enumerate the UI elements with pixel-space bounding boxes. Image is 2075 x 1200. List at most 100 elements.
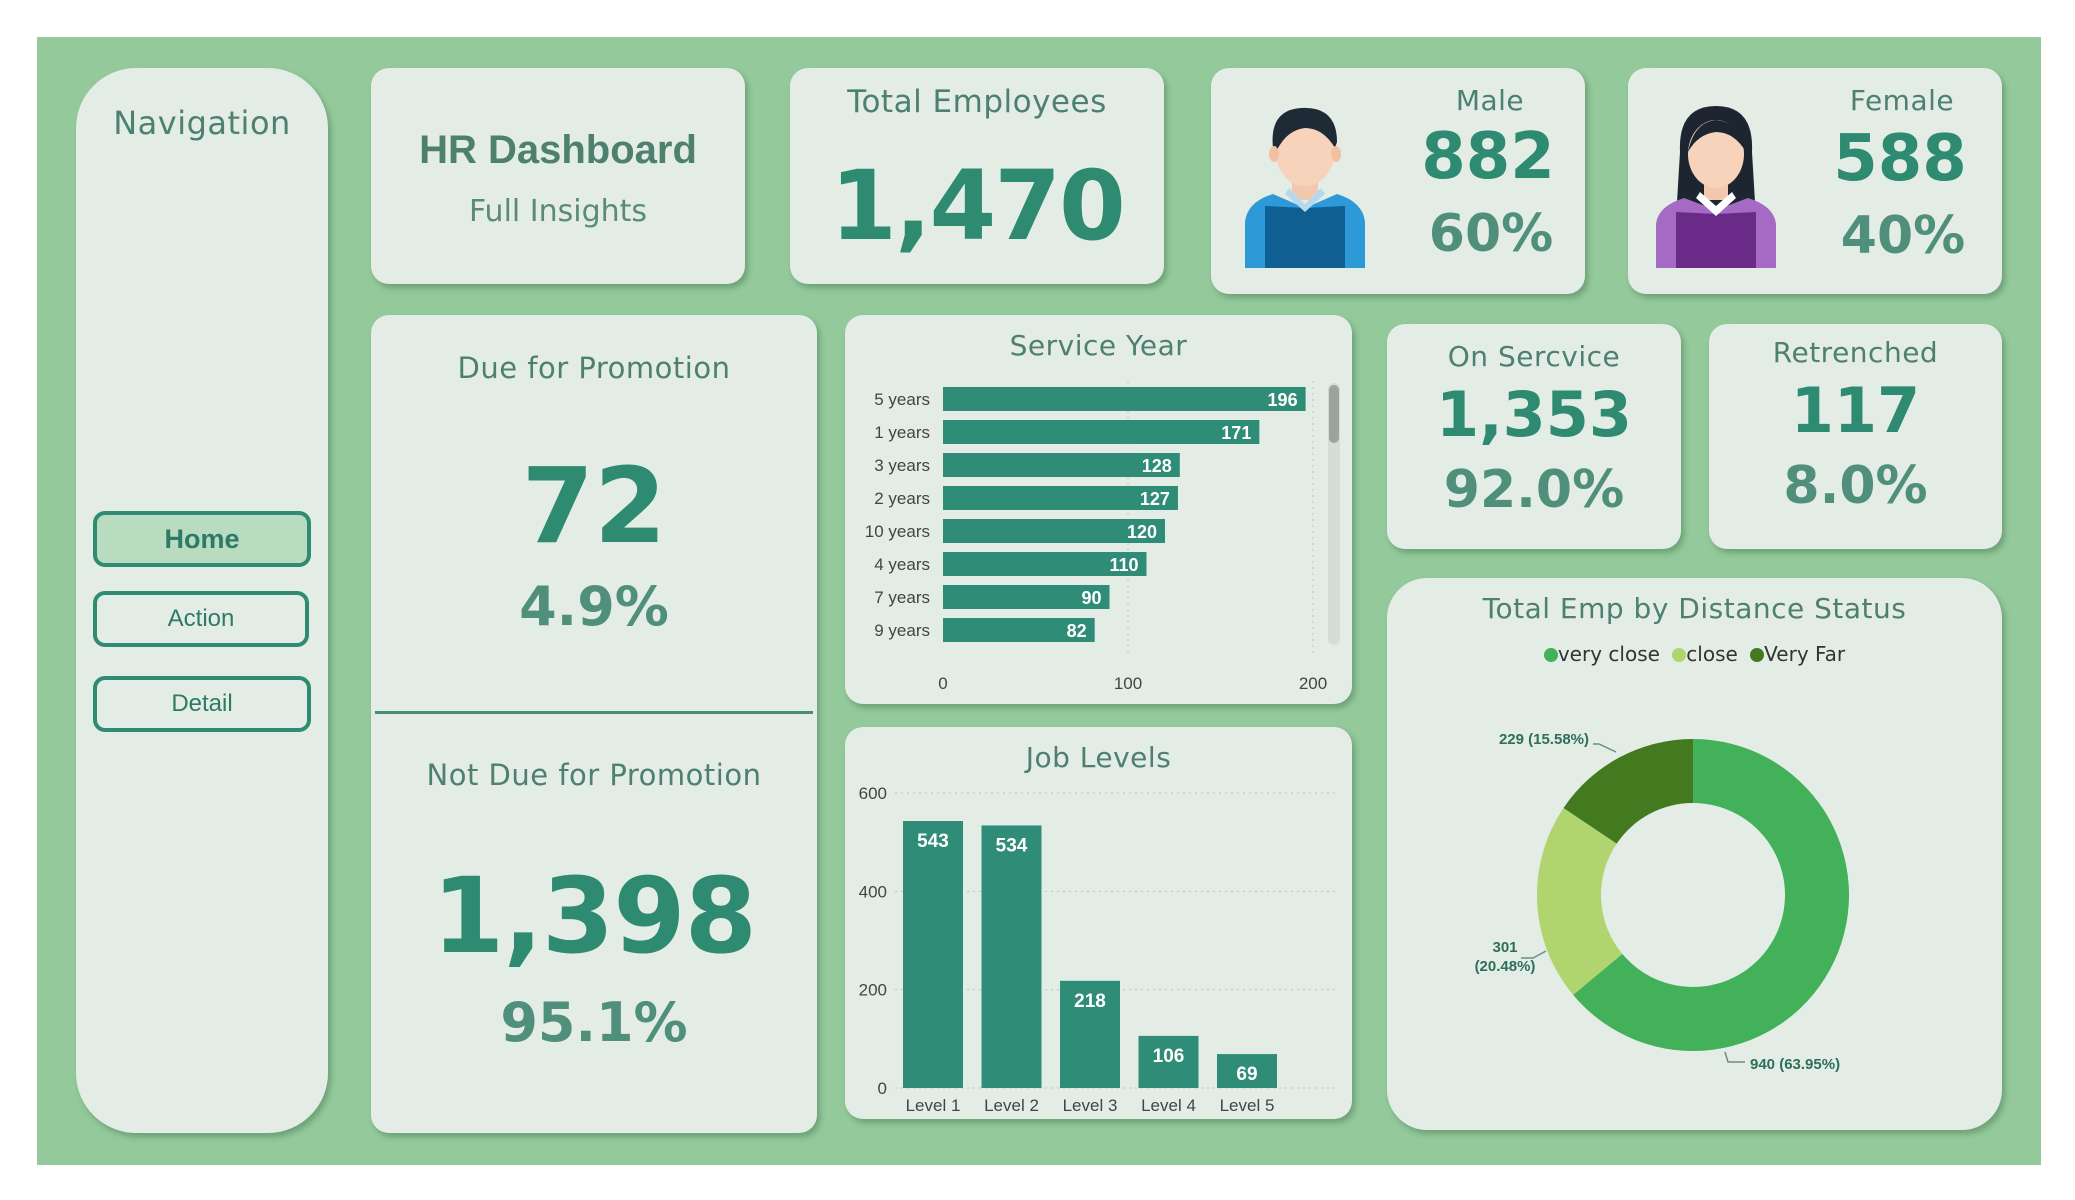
leader-line — [1521, 950, 1547, 959]
legend-very-far[interactable]: Very Far — [1750, 642, 1845, 666]
leader-line — [1724, 1051, 1745, 1063]
data-label: 940 (63.95%) — [1750, 1056, 1840, 1073]
data-label: 196 — [1268, 390, 1298, 410]
category-label: 10 years — [865, 522, 930, 541]
bar — [1217, 1054, 1277, 1088]
distance-donut-chart: 940 (63.95%) 301 (20.48%) 229 (15.58%) — [1475, 731, 1849, 1073]
category-label: 3 years — [874, 456, 930, 475]
female-avatar-icon — [1656, 106, 1776, 268]
data-label: 69 — [1236, 1064, 1257, 1085]
bar — [943, 453, 1180, 477]
donut-slice-very-far — [1563, 739, 1693, 844]
legend-dot — [1672, 648, 1687, 662]
category-label: Level 5 — [1220, 1096, 1275, 1115]
bar — [943, 387, 1306, 411]
home-button[interactable]: Home — [93, 511, 311, 567]
x-tick-label: 100 — [1114, 674, 1142, 693]
service-year-card: Service Year 0 100 200 5 years 196 1 years 171… — [845, 315, 1352, 704]
promotion-divider — [375, 711, 813, 714]
category-label: Level 3 — [1063, 1096, 1118, 1115]
not-due-promotion-label: Not Due for Promotion — [426, 758, 762, 792]
male-label: Male — [1455, 84, 1525, 117]
service-year-scrollbar[interactable] — [1328, 383, 1340, 645]
legend-label: Very Far — [1764, 642, 1846, 666]
data-label: 120 — [1127, 522, 1157, 542]
male-avatar-icon — [1245, 107, 1365, 268]
female-count: 588 — [1833, 122, 1967, 196]
legend-dot — [1750, 648, 1765, 662]
retrenched-card: Retrenched 117 8.0% — [1709, 324, 2002, 549]
not-due-promotion-value: 1,398 — [432, 855, 757, 977]
leader-line — [1593, 743, 1617, 753]
data-label: 127 — [1140, 489, 1170, 509]
bar — [943, 486, 1178, 510]
x-tick-label: 200 — [1299, 674, 1327, 693]
on-service-value: 1,353 — [1435, 378, 1633, 451]
legend-close[interactable]: close — [1672, 642, 1738, 666]
legend-label: close — [1686, 642, 1738, 666]
legend-very-close[interactable]: very close — [1543, 642, 1660, 666]
retrenched-percent: 8.0% — [1783, 456, 1928, 516]
due-promotion-value: 72 — [521, 445, 667, 567]
male-card: Male 882 60% — [1211, 68, 1585, 294]
female-card: Female 588 40% — [1628, 68, 2002, 294]
action-button[interactable]: Action — [93, 591, 309, 647]
bar — [943, 519, 1165, 543]
category-label: 2 years — [874, 489, 930, 508]
data-label: 128 — [1142, 456, 1172, 476]
total-employees-label: Total Employees — [847, 84, 1107, 120]
total-employees-card: Total Employees 1,470 — [790, 68, 1164, 284]
data-label: 534 — [996, 835, 1028, 856]
detail-button[interactable]: Detail — [93, 676, 311, 732]
category-label: Level 2 — [984, 1096, 1039, 1115]
data-label: 229 (15.58%) — [1499, 731, 1589, 748]
data-label: 90 — [1081, 588, 1101, 608]
data-label: 110 — [1109, 555, 1138, 575]
distance-status-card: Total Emp by Distance Status very close … — [1387, 578, 2002, 1130]
navigation-panel: Navigation Home Action Detail — [76, 68, 328, 1133]
not-due-promotion-percent: 95.1% — [500, 991, 688, 1054]
bar — [1060, 980, 1120, 1088]
service-year-chart: 0 100 200 5 years 196 1 years 171 3 years 128 2 y… — [865, 381, 1327, 693]
data-label: 218 — [1074, 991, 1106, 1012]
retrenched-label: Retrenched — [1772, 336, 1939, 369]
data-label: 543 — [917, 831, 949, 852]
y-tick-label: 200 — [859, 981, 887, 1000]
bar — [903, 821, 963, 1088]
total-employees-value: 1,470 — [830, 150, 1126, 262]
category-label: Level 1 — [906, 1096, 961, 1115]
y-tick-label: 400 — [859, 882, 887, 901]
due-promotion-percent: 4.9% — [519, 575, 669, 638]
legend-dot — [1543, 648, 1558, 662]
donut-slice-close — [1537, 807, 1623, 995]
category-label: 7 years — [874, 588, 930, 607]
bar — [943, 552, 1147, 576]
retrenched-value: 117 — [1790, 374, 1921, 447]
bar — [943, 420, 1260, 444]
x-tick-label: 0 — [938, 674, 947, 693]
bar — [981, 825, 1042, 1088]
bar — [943, 585, 1110, 609]
legend-label: very close — [1557, 642, 1660, 666]
distance-status-title: Total Emp by Distance Status — [1482, 592, 1907, 625]
navigation-title: Navigation — [113, 104, 291, 142]
due-promotion-label: Due for Promotion — [457, 351, 731, 385]
dashboard-title: HR Dashboard — [419, 128, 697, 172]
category-label: 9 years — [874, 621, 930, 640]
female-percent: 40% — [1840, 206, 1966, 266]
scrollbar-thumb[interactable] — [1329, 385, 1339, 443]
job-levels-card: Job Levels 0 200 400 600 543 Level 1 534 Level … — [845, 727, 1352, 1119]
category-label: 1 years — [874, 423, 930, 442]
job-levels-title: Job Levels — [1025, 741, 1172, 774]
distance-legend: very close close Very Far — [1387, 642, 2002, 666]
bar — [943, 618, 1095, 642]
female-label: Female — [1849, 84, 1955, 117]
promotion-card: Due for Promotion 72 4.9% Not Due for Pr… — [371, 315, 817, 1133]
header-card: HR Dashboard Full Insights — [371, 68, 745, 284]
job-levels-chart: 0 200 400 600 543 Level 1 534 Level 2 218 Level 3… — [859, 784, 1335, 1115]
bar — [1138, 1035, 1199, 1088]
category-label: Level 4 — [1141, 1096, 1196, 1115]
data-label: (20.48%) — [1475, 958, 1536, 975]
data-label: 82 — [1067, 621, 1087, 641]
category-label: 4 years — [874, 555, 930, 574]
